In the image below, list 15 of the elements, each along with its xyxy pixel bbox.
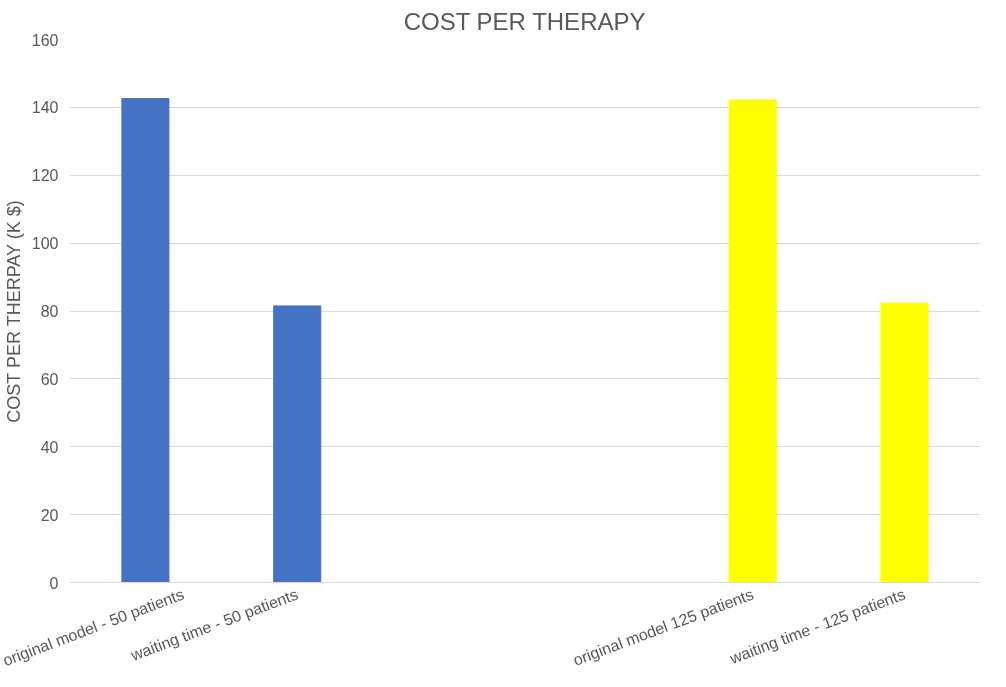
y-tick-label: 0 — [49, 574, 59, 592]
y-tick-label: 160 — [31, 31, 59, 49]
bar — [273, 305, 322, 583]
y-axis-title: COST PER THERPAY (K $) — [3, 200, 24, 423]
y-tick-label: 20 — [40, 506, 59, 524]
y-tick-label: 80 — [40, 303, 59, 320]
y-tick-label: 100 — [31, 235, 59, 253]
y-tick-label: 40 — [40, 438, 59, 456]
y-tick-label: 120 — [31, 167, 59, 185]
y-tick-label: 60 — [40, 370, 59, 388]
bar — [728, 99, 777, 583]
bar — [121, 98, 170, 583]
bar — [880, 302, 929, 583]
chart-title: COST PER THERAPY — [403, 7, 646, 35]
y-tick-label: 140 — [31, 99, 59, 117]
